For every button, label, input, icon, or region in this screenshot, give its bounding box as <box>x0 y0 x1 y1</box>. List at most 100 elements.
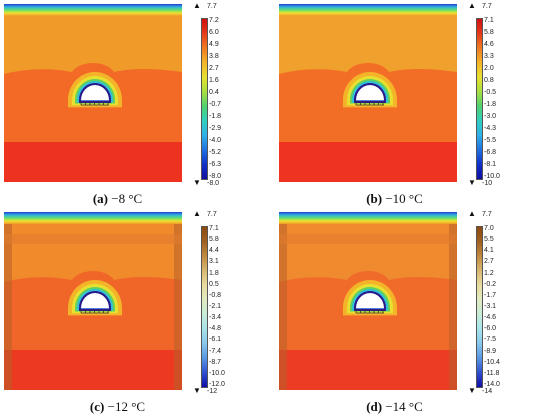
legend-tick-label: 7.2 <box>209 17 219 24</box>
legend-tick-label: -8.1 <box>484 161 497 168</box>
legend-tick-label: -14.0 <box>484 381 500 388</box>
legend-max-label: 7.7 <box>482 3 492 10</box>
legend-color-bar <box>201 18 208 180</box>
legend-tick-label: 1.8 <box>209 269 219 277</box>
caption-value-c: −12 °C <box>107 399 146 414</box>
legend-tick-label: 1.6 <box>209 77 219 84</box>
soil-upper-zone <box>4 212 182 282</box>
legend-tick-label: 5.8 <box>484 29 494 36</box>
legend-a: 7.7 ▲ 7.2 6.0 4.9 3.8 2.7 1.6 0.4 -0.7 -1.8 -2.9 -4.… <box>193 2 273 188</box>
legend-tick-label: 3.8 <box>209 53 219 60</box>
legend-tick-label: -8.7 <box>209 358 222 366</box>
legend-min-label: -8.0 <box>207 180 220 187</box>
soil-upper-zone <box>279 212 457 282</box>
legend-tick-label: -7.5 <box>484 336 497 344</box>
legend-tick-label: -2.9 <box>209 125 222 132</box>
legend-tick-label: 4.1 <box>484 247 494 255</box>
legend-tick-label: 4.9 <box>209 41 219 48</box>
legend-min-label: -10 <box>482 180 493 187</box>
temperature-field-a <box>4 4 182 182</box>
legend-tick-label: 7.1 <box>484 17 494 24</box>
caption-value-b: −10 °C <box>385 191 423 206</box>
legend-tick-label: -3.0 <box>484 113 497 120</box>
legend-tick-label: 3.1 <box>209 258 219 266</box>
legend-tick-label: 4.6 <box>484 41 494 48</box>
legend-c: 7.7 ▲ 7.1 5.8 4.4 3.1 1.8 0.5 -0.8 -2.1 -3.4 -4.8 -6… <box>193 209 273 396</box>
soil-lower-zone <box>279 142 457 182</box>
soil-upper-zone <box>279 4 457 74</box>
legend-max-label: 7.7 <box>207 3 217 10</box>
tunnel-lining <box>79 291 111 311</box>
legend-min-label: -12 <box>207 388 218 395</box>
legend-tick-label: -1.7 <box>484 291 497 299</box>
legend-tick-label: -3.4 <box>209 314 222 322</box>
left-boundary-band <box>279 224 287 390</box>
legend-tick-label: -10.0 <box>484 173 500 180</box>
caption-label-b: (b) <box>366 191 383 206</box>
caption-label-a: (a) <box>92 191 108 206</box>
legend-tick-label: -2.1 <box>209 303 222 310</box>
legend-tick-label: 7.0 <box>484 225 494 232</box>
temperature-field-d <box>279 212 457 390</box>
upper-boundary-band <box>279 234 457 244</box>
panel-c: 7.7 ▲ 7.1 5.8 4.4 3.1 1.8 0.5 -0.8 -2.1 -3.4 -4.8 -6… <box>0 208 275 416</box>
caption-label-d: (d) <box>366 399 383 414</box>
soil-lower-zone <box>279 350 457 390</box>
right-boundary-band <box>174 224 182 390</box>
legend-tick-label: 5.5 <box>484 236 494 244</box>
panel-b: 7.7 ▲ 7.1 5.8 4.6 3.3 2.0 0.8 -0.5 -1.8 -3.0 -4.3 -5… <box>275 0 550 208</box>
right-boundary-band <box>449 224 457 390</box>
legend-max-arrow-icon: ▲ <box>468 1 476 10</box>
left-boundary-band <box>4 224 12 390</box>
legend-tick-label: 6.0 <box>209 29 219 36</box>
caption-a: (a) −8 °C <box>0 191 255 207</box>
legend-tick-label: -6.0 <box>484 325 497 333</box>
legend-tick-label: 0.4 <box>209 89 219 96</box>
legend-max-arrow-icon: ▲ <box>193 209 201 218</box>
tunnel-isotherm-ring <box>356 293 384 309</box>
tunnel-lining <box>79 83 111 103</box>
legend-tick-label: -0.5 <box>484 89 497 96</box>
legend-tick-label: -5.2 <box>209 149 222 156</box>
legend-max-label: 7.7 <box>207 211 217 218</box>
surface-gradient-band <box>279 4 457 16</box>
legend-tick-label: -11.8 <box>484 369 500 377</box>
legend-tick-label: 1.2 <box>484 269 494 277</box>
legend-tick-label: 5.8 <box>209 236 219 244</box>
legend-min-arrow-icon: ▼ <box>193 178 201 187</box>
legend-tick-label: -6.8 <box>484 149 497 156</box>
legend-tick-label: -1.8 <box>209 113 222 120</box>
legend-tick-label: -4.6 <box>484 314 497 322</box>
legend-tick-label: 4.4 <box>209 247 219 255</box>
surface-gradient-band <box>4 4 182 16</box>
legend-tick-label: -4.0 <box>209 137 222 144</box>
panel-d: 7.7 ▲ 7.0 5.5 4.1 2.7 1.2 -0.2 -1.7 -3.1 -4.6 -6.0 -… <box>275 208 550 416</box>
legend-tick-label: -10.4 <box>484 358 500 366</box>
legend-b: 7.7 ▲ 7.1 5.8 4.6 3.3 2.0 0.8 -0.5 -1.8 -3.0 -4.3 -5… <box>468 1 548 188</box>
legend-tick-label: 2.7 <box>484 258 494 266</box>
panel-a: 7.7 ▲ 7.2 6.0 4.9 3.8 2.7 1.6 0.4 -0.7 -1.8 -2.9 -4.… <box>0 0 275 208</box>
caption-d: (d) −14 °C <box>257 399 532 415</box>
legend-tick-label: -4.3 <box>484 125 497 132</box>
legend-tick-label: -0.7 <box>209 101 222 108</box>
legend-color-bar <box>201 226 208 388</box>
legend-tick-label: -4.8 <box>209 325 222 333</box>
legend-min-arrow-icon: ▼ <box>468 178 476 187</box>
legend-tick-label: -12.0 <box>209 381 225 388</box>
tunnel-isotherm-ring <box>81 293 109 309</box>
temperature-field-b <box>279 4 457 182</box>
caption-value-a: −8 °C <box>111 191 143 206</box>
legend-min-arrow-icon: ▼ <box>468 386 476 395</box>
tunnel-lining <box>354 291 386 311</box>
legend-tick-label: -6.1 <box>209 336 222 344</box>
legend-d: 7.7 ▲ 7.0 5.5 4.1 2.7 1.2 -0.2 -1.7 -3.1 -4.6 -6.0 -… <box>468 210 548 396</box>
upper-boundary-band <box>4 234 182 244</box>
legend-tick-label: -8.0 <box>209 173 222 180</box>
temperature-field-c <box>4 212 182 390</box>
legend-tick-label: -8.9 <box>484 347 497 355</box>
soil-lower-zone <box>4 142 182 182</box>
legend-tick-label: 0.5 <box>209 280 219 288</box>
caption-c: (c) −12 °C <box>0 399 255 415</box>
legend-tick-label: -0.2 <box>484 280 497 288</box>
caption-value-d: −14 °C <box>385 399 423 414</box>
